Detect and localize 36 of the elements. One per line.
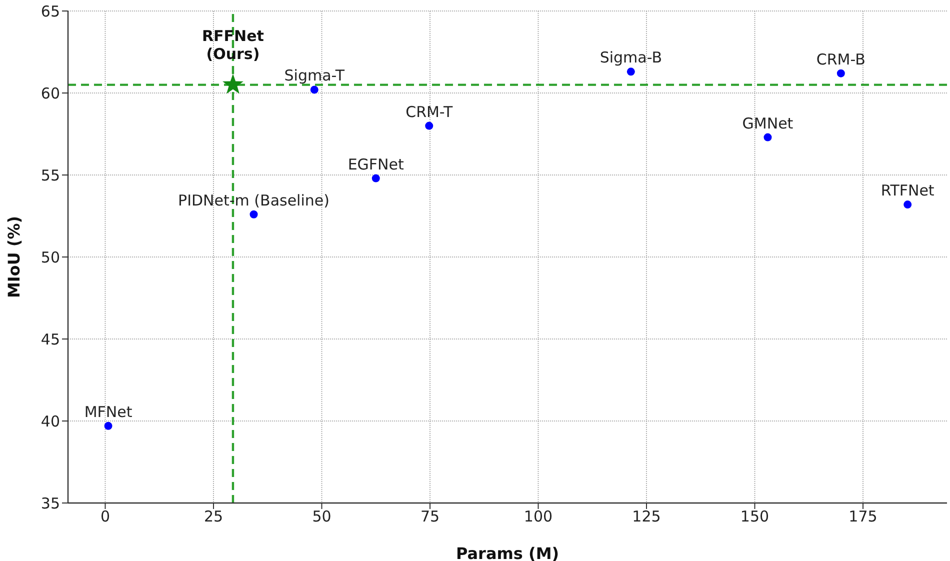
point [310,86,318,94]
x-tick-label: 75 [420,508,440,526]
point [222,74,244,94]
annotation: EGFNet [348,155,404,174]
y-axis-title: MIoU (%) [4,216,24,298]
y-tick-label: 50 [40,248,60,266]
x-tick-label: 50 [312,508,332,526]
y-tick-label: 40 [40,412,60,430]
point [626,68,635,76]
annotation: GMNet [742,114,794,132]
x-tick-label: 150 [740,508,770,526]
y-tick-label: 65 [40,2,60,20]
y-tick-label: 55 [40,166,60,184]
annotation: CRM-B [816,50,866,68]
series-label: RFFNet (Ours) [202,26,264,63]
x-tick-label: 25 [204,508,224,526]
point [836,69,845,78]
x-tick-label: 175 [848,508,878,526]
y-tick-label: 35 [40,494,60,512]
annotation: Sigma-B [600,48,662,67]
point [904,200,912,209]
annotation: Sigma-T [284,66,346,85]
x-axis-title: Params (M) [456,544,560,561]
annotation: CRM-T [406,102,454,121]
x-tick-label: 0 [100,508,110,526]
point [104,422,112,430]
annotation: RTFNet [880,182,934,200]
x-tick-label: 100 [524,508,553,526]
annotation: MFNet [84,402,132,421]
y-tick-label: 60 [40,84,60,102]
point [425,122,434,130]
point [764,133,772,142]
x-tick-label: 125 [632,508,661,526]
point [372,174,380,182]
point [250,210,258,218]
y-tick-label: 45 [40,330,60,348]
